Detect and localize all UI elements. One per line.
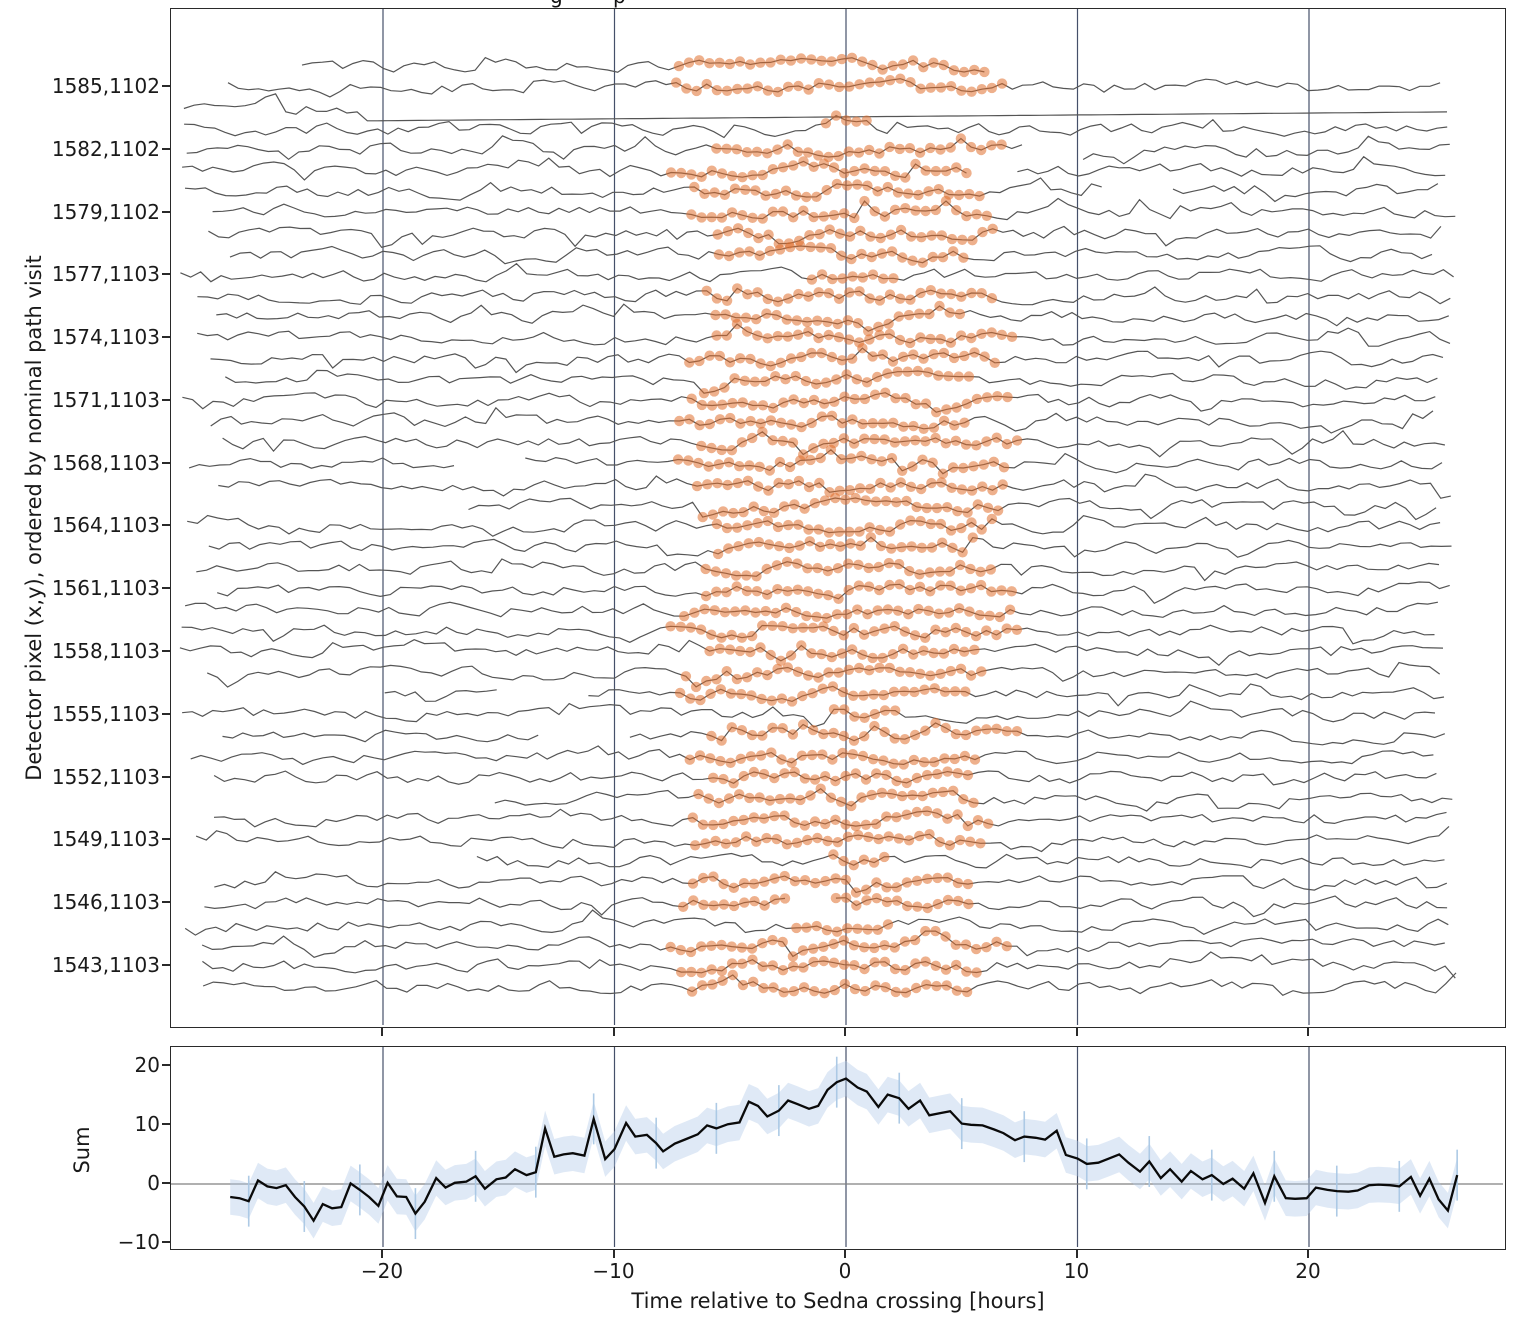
y-tick: [162, 210, 170, 213]
y-tick: [162, 336, 170, 339]
x-tick: [381, 1250, 383, 1258]
clipped-title-text: g p: [550, 0, 626, 8]
bottom-panel-canvas: [171, 1047, 1503, 1247]
y-tick: [162, 273, 170, 276]
x-tick: [1075, 1250, 1078, 1258]
y-tick-label: 1546,1103: [51, 890, 160, 915]
x-tick: [612, 1250, 615, 1258]
x-tick-label: 0: [838, 1259, 852, 1283]
y-tick: [162, 775, 170, 778]
x-tick-label: 20: [1295, 1259, 1321, 1283]
y-tick: [162, 1122, 170, 1125]
y-tick: [162, 838, 170, 841]
y-tick-label: 1571,1103: [51, 387, 160, 412]
x-tick: [844, 1028, 846, 1036]
y-tick: [162, 587, 170, 590]
y-tick: [162, 461, 170, 464]
clipped-title: g p: [540, 0, 680, 8]
y-tick: [162, 650, 170, 653]
x-tick: [381, 1028, 383, 1036]
y-tick-label: 1552,1103: [51, 764, 160, 789]
x-tick: [844, 1250, 846, 1258]
y-tick-label: −10: [117, 1230, 160, 1255]
y-tick-label: 1561,1103: [51, 576, 160, 601]
y-tick: [162, 963, 170, 966]
x-tick-label: 10: [1063, 1259, 1090, 1283]
top-panel-canvas: [179, 9, 1457, 1025]
y-tick-label: 1585,1102: [51, 73, 160, 98]
y-tick-label: 20: [134, 1052, 160, 1077]
y-tick-label: 10: [134, 1111, 160, 1136]
x-tick: [1075, 1028, 1078, 1036]
y-tick: [162, 524, 170, 527]
y-tick: [162, 147, 170, 150]
y-tick: [162, 1182, 170, 1184]
x-tick: [612, 1028, 615, 1036]
y-tick-label: 1568,1103: [51, 450, 160, 475]
y-tick-label: 1555,1103: [51, 701, 160, 726]
y-tick-label: 1579,1102: [51, 199, 160, 224]
x-tick: [1307, 1028, 1309, 1036]
y-tick: [162, 1241, 170, 1244]
top-panel: [170, 8, 1506, 1028]
x-tick-label: −20: [360, 1259, 404, 1283]
y-tick: [162, 901, 170, 904]
y-tick-label: 1543,1103: [51, 952, 160, 977]
y-tick-label: 1577,1103: [51, 262, 160, 287]
y-tick: [162, 1063, 170, 1066]
y-tick-label: 0: [147, 1171, 160, 1195]
y-tick-label: 1564,1103: [51, 513, 160, 538]
y-tick-label: 1558,1103: [51, 639, 160, 664]
y-tick-label: 1582,1102: [51, 136, 160, 161]
y-tick-label: 1574,1103: [51, 325, 160, 350]
y-tick: [162, 84, 170, 87]
x-tick: [1307, 1250, 1309, 1258]
y-tick-label: 1549,1103: [51, 827, 160, 852]
x-axis-label: Time relative to Sedna crossing [hours]: [631, 1289, 1045, 1313]
bottom-panel: [170, 1046, 1506, 1250]
y-tick: [162, 398, 170, 401]
x-tick-label: −10: [592, 1259, 635, 1283]
y-tick: [162, 712, 170, 715]
